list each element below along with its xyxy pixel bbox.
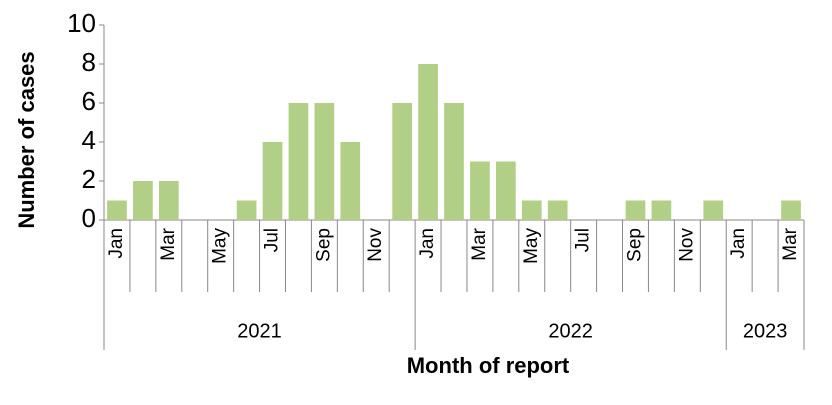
x-tick-label: Jan [106,228,127,259]
year-label: 2023 [743,320,788,342]
bar [158,181,179,220]
y-tick-label: 6 [82,86,96,116]
x-tick-label: Jan [417,228,438,259]
y-tick-label: 4 [82,125,96,155]
y-tick-label: 2 [82,164,96,194]
bar [703,200,724,220]
y-tick-label: 8 [82,47,96,77]
x-tick-label: Sep [313,228,334,262]
x-tick-label: Jul [573,228,594,252]
bar [521,200,542,220]
bar [236,200,257,220]
x-tick-label: Mar [780,227,801,260]
bar [625,200,646,220]
bar [470,161,490,220]
bar [651,200,672,220]
x-tick-label: Sep [624,228,645,262]
y-tick-label: 10 [67,8,96,38]
bar [314,103,335,220]
bar [133,181,153,220]
bar [340,142,361,220]
bar [288,103,309,220]
x-tick-label: Mar [158,227,179,260]
year-label: 2021 [237,320,282,342]
x-tick-label: Mar [469,227,490,260]
year-label: 2022 [548,320,593,342]
x-tick-label: May [521,228,542,264]
bar [262,142,283,220]
bar [781,200,801,220]
x-tick-label: Nov [676,228,697,262]
x-axis-title: Month of report [407,353,570,378]
y-axis-title: Number of cases [14,51,39,228]
bar [392,103,412,220]
bar [418,64,438,220]
bar [496,161,516,220]
y-tick-label: 0 [82,203,96,233]
x-tick-label: Nov [365,228,386,262]
bar [547,200,568,220]
bar [444,103,464,220]
x-tick-label: Jul [262,228,283,252]
x-tick-label: Jan [728,228,749,259]
x-tick-label: May [210,228,231,264]
bar [107,200,127,220]
